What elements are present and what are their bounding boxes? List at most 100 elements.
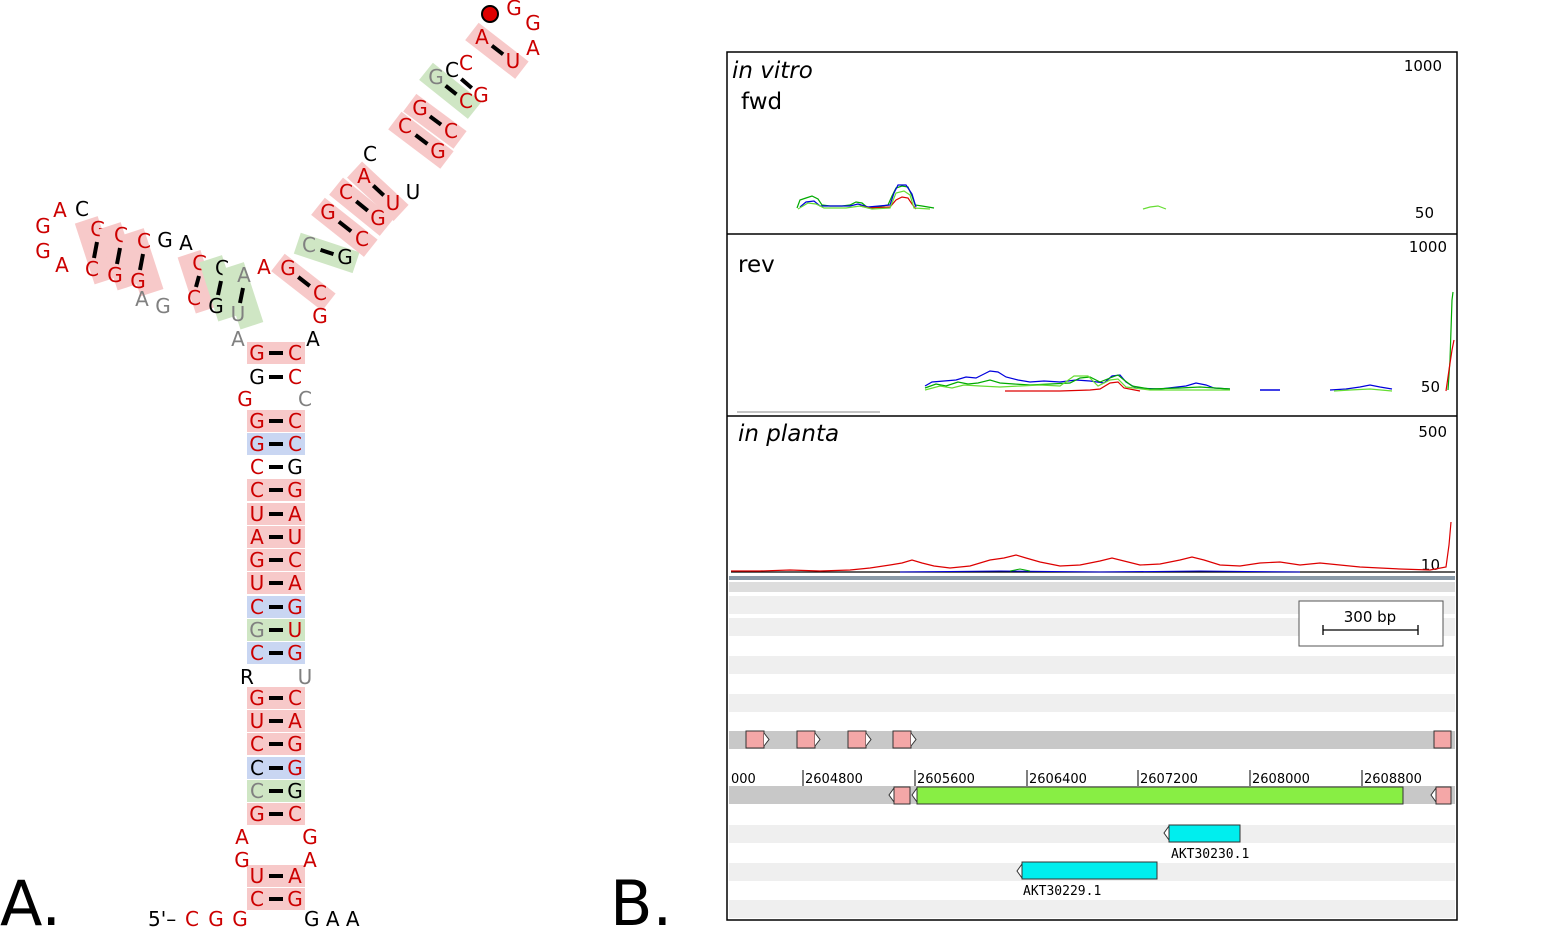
nucleotide: U [288, 618, 303, 642]
coverage-rev [737, 291, 1455, 413]
pair-bond [414, 133, 429, 146]
nucleotide: C [302, 233, 316, 257]
nucleotide: C [288, 802, 302, 826]
pair-bond [354, 199, 370, 213]
nucleotide: G [287, 641, 303, 665]
nucleotide: C [355, 227, 369, 251]
nucleotide: G [249, 432, 265, 456]
nucleotide: C [288, 341, 302, 365]
pair-bond [269, 375, 283, 379]
nucleotide: A [179, 231, 193, 255]
nucleotide: U [406, 180, 421, 204]
nucleotide: C [250, 732, 264, 756]
track-min-fwd: 50 [1415, 204, 1434, 222]
panel-label-b: B. [610, 867, 672, 928]
nucleotide: A [288, 502, 302, 526]
pair-bond [269, 605, 283, 609]
nucleotide: G [249, 548, 265, 572]
gene-label-akt30229: AKT30229.1 [1023, 884, 1101, 899]
nucleotide: G [525, 11, 541, 35]
ruler-label: 2606400 [1029, 772, 1087, 787]
nucleotide: G [249, 618, 265, 642]
pair-bond [269, 442, 283, 446]
pair-bond [269, 535, 283, 539]
nucleotide: C [250, 455, 264, 479]
nucleotide: G [130, 269, 146, 293]
pair-bond [459, 77, 474, 90]
nucleotide: C [185, 907, 199, 928]
nucleotide: A [288, 571, 302, 595]
feature-row-top [745, 730, 1452, 749]
pair-bond [490, 44, 505, 56]
pair-bond [194, 275, 201, 288]
pair-bond [238, 287, 245, 304]
divider-hatch [729, 582, 1455, 592]
pair-bond [269, 488, 283, 492]
nucleotide: C [313, 281, 327, 305]
nucleotide: C [288, 409, 302, 433]
nucleotide: G [232, 907, 248, 928]
gene-akt30230 [1163, 824, 1241, 843]
pair-bond [269, 465, 283, 469]
nucleotide: A [357, 164, 371, 188]
nucleotide: G [35, 239, 51, 263]
nucleotide: A [303, 848, 317, 872]
pair-bond [269, 558, 283, 562]
nucleotide: G [506, 0, 522, 20]
nucleotide: U [386, 191, 401, 215]
pair-bond [337, 220, 353, 233]
nucleotide: C [398, 114, 412, 138]
pair-bond [269, 766, 283, 770]
nucleotide: C [363, 142, 377, 166]
pair-bond [371, 184, 386, 197]
nucleotide: U [288, 525, 303, 549]
coordinate-ruler: 000 2604800 2605600 2606400 2607200 2608000 26… [731, 770, 1422, 787]
track-min-planta: 10 [1421, 556, 1440, 574]
nucleotide: G [249, 341, 265, 365]
nucleotide: C [250, 779, 264, 803]
ruler-label: 2607200 [1140, 772, 1198, 787]
track-max-planta: 500 [1418, 423, 1447, 441]
nucleotide: G [237, 387, 253, 411]
nucleotide: A [475, 25, 489, 49]
pair-bond [269, 351, 283, 355]
pair-bond [297, 275, 311, 288]
pair-bond [138, 253, 145, 271]
nucleotide: A [237, 263, 251, 287]
pair-bond [269, 874, 283, 878]
feature-row-main [888, 786, 1452, 805]
nucleotide: G [208, 294, 224, 318]
nucleotide: G [302, 825, 318, 849]
nucleotide: C [459, 89, 473, 113]
nucleotide: C [288, 432, 302, 456]
nucleotide: A [288, 864, 302, 888]
nucleotide: G [249, 802, 265, 826]
nucleotide: C [288, 365, 302, 389]
ruler-label: 2605600 [917, 772, 975, 787]
gene-akt30229 [1016, 861, 1158, 880]
nucleotide: G [428, 65, 444, 89]
nucleotide: G [249, 365, 265, 389]
nucleotide: C [250, 595, 264, 619]
nucleotide: A [306, 327, 320, 351]
nucleotide: G [320, 200, 336, 224]
pair-bond [269, 742, 283, 746]
nucleotide: C [459, 51, 473, 75]
nucleotide: G [337, 245, 353, 269]
pair-bond [269, 789, 283, 793]
ruler-label: 2608000 [1252, 772, 1310, 787]
nucleotide: C [187, 286, 201, 310]
pair-bond [269, 696, 283, 700]
pair-bond [269, 651, 283, 655]
start-marker-icon [481, 5, 499, 23]
track-subtitle-fwd: fwd [741, 89, 782, 115]
gene-green [916, 786, 1404, 805]
nucleotide: G [280, 256, 296, 280]
ruler-label: 000 [731, 772, 756, 787]
nucleotide: C [85, 257, 99, 281]
scale-bar-box [1298, 600, 1444, 647]
coverage-fwd [796, 184, 1167, 210]
ruler-label: 2608800 [1364, 772, 1422, 787]
nucleotide: C [339, 180, 353, 204]
track-title-in-vitro: in vitro [732, 58, 813, 84]
